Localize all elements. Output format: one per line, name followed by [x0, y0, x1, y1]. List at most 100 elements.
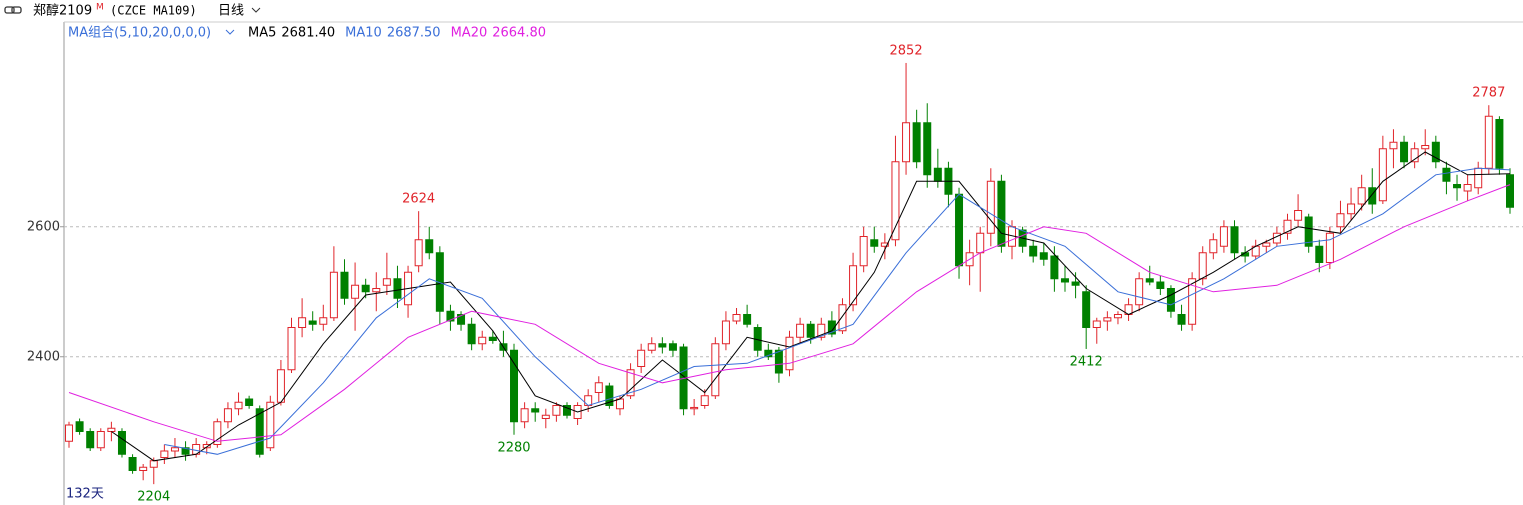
candle-body — [1400, 141, 1409, 163]
instrument-name: 郑醇2109 — [33, 3, 92, 19]
candle-body — [647, 343, 656, 351]
link-icon — [4, 6, 22, 14]
candle-body — [690, 406, 699, 410]
candle-body — [615, 398, 624, 410]
ma-line — [68, 184, 1511, 442]
instrument-code: (CZCE MA109) — [110, 4, 197, 18]
candle-body — [1506, 174, 1514, 208]
candle-body — [1368, 187, 1377, 205]
high-label: 2852 — [890, 43, 923, 58]
candle-body — [329, 271, 338, 319]
candle-body — [234, 401, 243, 410]
candle-body — [520, 408, 529, 423]
candle-body — [1378, 148, 1387, 202]
candle-body — [75, 421, 84, 432]
candle-body — [1198, 252, 1207, 280]
candle-body — [1421, 145, 1430, 150]
candle-body — [128, 457, 137, 471]
candle-body — [732, 314, 741, 322]
candle-body — [1336, 213, 1345, 228]
candle-body — [849, 265, 858, 306]
candle-body — [457, 314, 466, 325]
candle-body — [912, 122, 921, 163]
candle-body — [743, 314, 752, 325]
candle-body — [223, 408, 232, 423]
candle-body — [393, 278, 402, 299]
toolbar — [0, 0, 1523, 22]
candle-body — [637, 349, 646, 367]
candle-body — [1325, 232, 1334, 263]
legend-name: MA5 — [248, 26, 276, 41]
low-label: 2280 — [497, 440, 530, 455]
candle-body — [880, 242, 889, 247]
low-label: 2204 — [137, 490, 170, 505]
candle-body — [1357, 187, 1366, 205]
candle-body — [562, 405, 571, 416]
indicator-label[interactable]: MA组合(5,10,20,0,0,0) — [68, 26, 211, 41]
candle-body — [594, 382, 603, 393]
candle-body — [1463, 184, 1472, 192]
candle-body — [1347, 203, 1356, 215]
candle-body — [435, 252, 444, 312]
candle-body — [933, 167, 942, 182]
candle-body — [986, 180, 995, 234]
candle-body — [1219, 226, 1228, 247]
y-tick-label: 2600 — [27, 219, 60, 234]
candle-body — [1484, 115, 1493, 169]
candle-body — [255, 408, 264, 455]
candle-body — [202, 444, 211, 449]
candle-body — [117, 431, 126, 455]
candle-body — [838, 304, 847, 332]
candle-body — [1495, 119, 1504, 169]
candle-body — [785, 336, 794, 371]
legend-value: 2681.40 — [281, 26, 335, 41]
candle-body — [467, 323, 476, 345]
candle-body — [1262, 242, 1271, 247]
candle-body — [1177, 314, 1186, 325]
candle-body — [1389, 141, 1398, 150]
candle-body — [1453, 184, 1462, 189]
candle-body — [1166, 288, 1175, 312]
candle-body — [955, 193, 964, 267]
candle-body — [1304, 216, 1313, 247]
candle-body — [65, 424, 73, 442]
candle-body — [1145, 278, 1154, 283]
candle-body — [510, 349, 519, 423]
candle-body — [891, 161, 900, 241]
candle-body — [1431, 141, 1440, 163]
candle-body — [711, 343, 720, 397]
candle-body — [1060, 278, 1069, 283]
candle-body — [245, 398, 254, 406]
candle-body — [181, 447, 190, 455]
candle-body — [139, 466, 148, 471]
candle-body — [1029, 245, 1038, 257]
candle-body — [478, 336, 487, 345]
legend-value: 2687.50 — [387, 26, 441, 41]
candle-body — [1294, 210, 1303, 221]
candle-body — [372, 288, 381, 293]
candle-body — [298, 317, 307, 328]
candle-body — [605, 385, 614, 406]
candle-body — [774, 349, 783, 374]
candle-body — [160, 450, 169, 458]
candle-body — [1050, 255, 1059, 280]
candle-body — [1092, 320, 1101, 328]
candle-body — [721, 320, 730, 345]
candle-body — [319, 317, 328, 325]
candle-body — [1135, 278, 1144, 306]
indicator-chevron[interactable] — [225, 29, 235, 35]
candle-body — [541, 414, 550, 419]
period[interactable]: 日线 — [218, 4, 244, 19]
ma-line — [164, 167, 1511, 455]
badge: M — [96, 3, 104, 13]
legend-value: 2664.80 — [492, 26, 546, 41]
candle-body — [796, 323, 805, 338]
candle-body — [1410, 148, 1419, 163]
candle-body — [531, 408, 540, 413]
candle-body — [1315, 245, 1324, 263]
candle-body — [1103, 317, 1112, 322]
period-chevron[interactable] — [251, 7, 261, 13]
candle-body — [149, 460, 158, 468]
candle-body — [1209, 239, 1218, 254]
